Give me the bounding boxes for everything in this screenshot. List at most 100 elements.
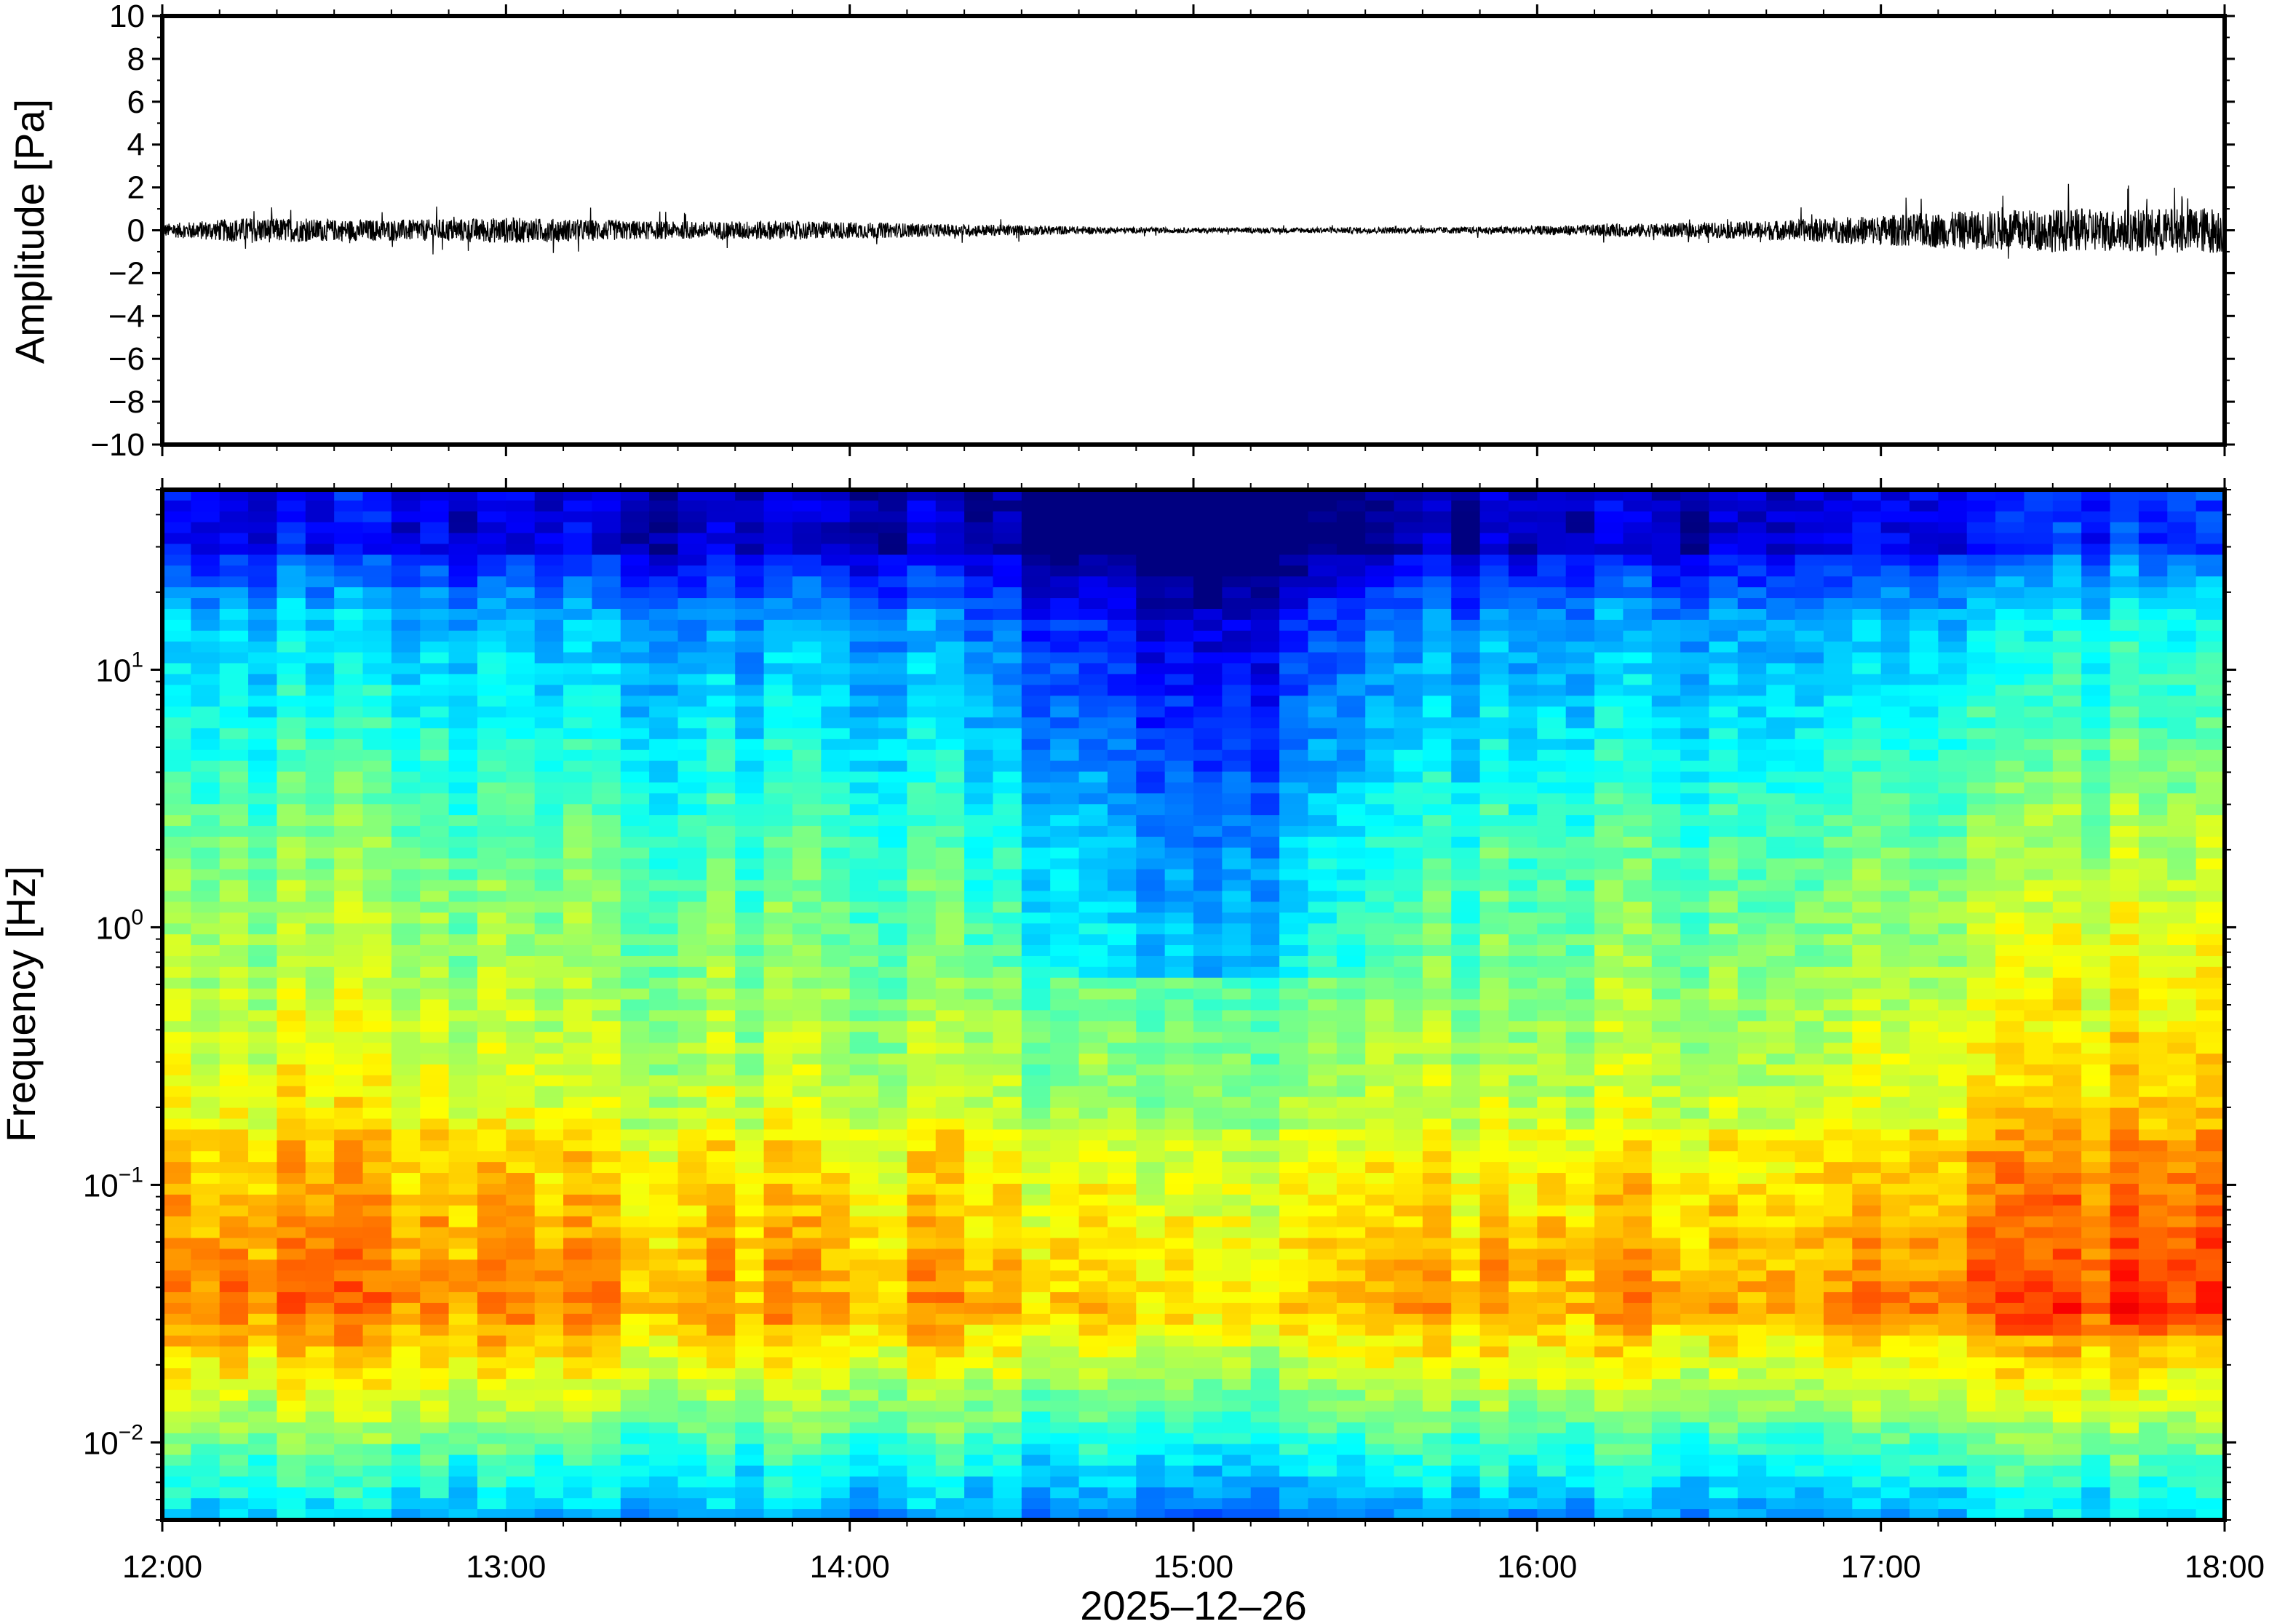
spectrogram-cell <box>1050 598 1080 610</box>
spectrogram-cell <box>1164 1064 1194 1076</box>
spectrogram-cell <box>735 1302 765 1315</box>
spectrogram-cell <box>1250 619 1280 632</box>
spectrogram-cell <box>993 706 1022 718</box>
spectrogram-cell <box>993 1096 1022 1109</box>
spectrogram-cell <box>1107 1357 1137 1369</box>
spectrogram-cell <box>649 674 679 686</box>
spectrogram-cell <box>1250 674 1280 686</box>
spectrogram-cell <box>1050 1096 1080 1109</box>
spectrogram-cell <box>362 966 392 979</box>
spectrogram-cell <box>1164 1270 1194 1282</box>
spectrogram-cell <box>763 826 793 837</box>
spectrogram-cell <box>477 1054 507 1065</box>
spectrogram-cell <box>534 912 564 925</box>
spectrogram-cell <box>735 880 765 892</box>
spectrogram-cell <box>506 511 536 523</box>
spectrogram-column <box>792 490 822 1520</box>
spectrogram-cell <box>1164 782 1194 795</box>
spectrogram-cell <box>649 1487 679 1499</box>
spectrogram-cell <box>362 652 392 664</box>
spectrogram-cell <box>1336 782 1366 795</box>
spectrogram-cell <box>592 1390 621 1401</box>
spectrogram-cell <box>1050 934 1080 946</box>
spectrogram-cell <box>477 1259 507 1271</box>
spectrogram-cell <box>191 771 220 784</box>
spectrogram-cell <box>1508 1216 1538 1228</box>
spectrogram-cell <box>821 804 851 816</box>
spectrogram-cell <box>1308 1401 1338 1412</box>
spectrogram-cell <box>821 728 851 740</box>
spectrogram-cell <box>1078 923 1108 935</box>
spectrogram-cell <box>1394 826 1423 837</box>
spectrogram-cell <box>1193 490 1223 501</box>
spectrogram-cell <box>1308 955 1338 968</box>
spectrogram-cell <box>1021 934 1051 946</box>
spectrogram-cell <box>935 934 965 946</box>
spectrogram-cell <box>1565 1227 1595 1239</box>
spectrogram-cell <box>1050 1249 1080 1261</box>
spectrogram-cell <box>1279 1227 1309 1239</box>
spectrogram-cell <box>993 1043 1022 1054</box>
spectrogram-cell <box>1365 1313 1395 1326</box>
spectrogram-cell <box>1336 1476 1366 1489</box>
spectrogram-cell <box>1479 1032 1509 1043</box>
spectrogram-cell <box>993 988 1022 1000</box>
spectrogram-cell <box>277 1064 306 1076</box>
spectrogram-cell <box>448 728 478 740</box>
spectrogram-column <box>1050 490 1080 1520</box>
spectrogram-cell <box>391 1238 421 1250</box>
spectrogram-cell <box>1308 663 1338 675</box>
spectrogram-cell <box>1308 1509 1338 1520</box>
spectrogram-cell <box>677 1151 707 1163</box>
spectrogram-cell <box>1078 522 1108 534</box>
spectrogram-cell <box>1479 836 1509 848</box>
spectrogram-cell <box>763 1238 793 1250</box>
spectrogram-cell <box>849 1401 879 1412</box>
spectrogram-cell <box>649 619 679 632</box>
spectrogram-cell <box>1050 1086 1080 1098</box>
spectrogram-cell <box>993 652 1022 664</box>
spectrogram-cell <box>391 1140 421 1153</box>
spectrogram-cell <box>821 1368 851 1380</box>
spectrogram-cell <box>563 1324 593 1337</box>
spectrogram-cell <box>1021 1444 1051 1456</box>
spectrogram-cell <box>907 1454 937 1467</box>
spectrogram-cell <box>592 728 621 740</box>
spectrogram-cell <box>677 1281 707 1293</box>
spectrogram-cell <box>448 1054 478 1065</box>
spectrogram-cell <box>277 1433 306 1445</box>
spectrogram-cell <box>1365 1454 1395 1467</box>
spectrogram-cell <box>305 966 335 979</box>
spectrogram-cell <box>1394 1140 1423 1153</box>
spectrogram-column <box>1565 490 1595 1520</box>
spectrogram-cell <box>849 771 879 784</box>
spectrogram-cell <box>821 1010 851 1022</box>
spectrogram-cell <box>1336 1096 1366 1109</box>
spectrogram-cell <box>219 1043 249 1054</box>
spectrogram-cell <box>993 1313 1022 1326</box>
spectrogram-cell <box>162 749 192 762</box>
spectrogram-cell <box>334 1433 364 1445</box>
spectrogram-cell <box>620 858 650 870</box>
spectrogram-cell <box>993 782 1022 795</box>
spectrogram-cell <box>391 1401 421 1412</box>
spectrogram-cell <box>1164 717 1194 729</box>
spectrogram-cell <box>964 1291 994 1304</box>
spectrogram-cell <box>964 608 994 621</box>
spectrogram-cell <box>391 1259 421 1271</box>
spectrogram-cell <box>735 891 765 903</box>
spectrogram-cell <box>448 1498 478 1510</box>
spectrogram-cell <box>391 1227 421 1239</box>
spectrogram-cell <box>477 1335 507 1348</box>
spectrogram-cell <box>1594 641 1624 653</box>
spectrogram-cell <box>1508 1291 1538 1304</box>
spectrogram-cell <box>1050 1129 1080 1142</box>
spectrogram-cell <box>907 739 937 751</box>
spectrogram-cell <box>1508 1021 1538 1033</box>
spectrogram-cell <box>1365 533 1395 545</box>
spectrogram-cell <box>334 717 364 729</box>
spectrogram-cell <box>1050 1238 1080 1250</box>
spectrogram-cell <box>1078 912 1108 925</box>
spectrogram-cell <box>649 1129 679 1142</box>
spectrogram-cell <box>420 1086 450 1098</box>
